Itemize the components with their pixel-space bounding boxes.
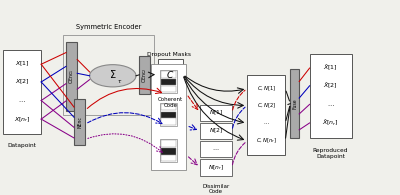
Bar	[3, 50, 41, 134]
Text: $\hat{X}[1]$: $\hat{X}[1]$	[323, 63, 338, 73]
Bar	[63, 35, 154, 115]
Bar	[161, 155, 176, 161]
Bar	[151, 64, 186, 170]
Bar	[160, 103, 177, 126]
Text: CEnc$_2$: CEnc$_2$	[140, 67, 149, 82]
Text: $N[n_r]$: $N[n_r]$	[208, 163, 224, 172]
Bar	[200, 123, 232, 139]
Text: $\cdots$: $\cdots$	[212, 147, 220, 152]
Text: CEnc$_1$: CEnc$_1$	[67, 69, 76, 84]
Text: Reproduced
Datapoint: Reproduced Datapoint	[313, 148, 348, 159]
Bar	[161, 118, 176, 125]
Bar	[160, 70, 177, 93]
Bar	[200, 105, 232, 121]
Text: Dissimilar
Code: Dissimilar Code	[202, 183, 230, 194]
Bar	[310, 54, 352, 138]
Circle shape	[90, 65, 136, 87]
Text: Dropout Masks: Dropout Masks	[147, 52, 191, 57]
Text: $\cdots$: $\cdots$	[263, 121, 270, 126]
Text: $C, N[1]$: $C, N[1]$	[256, 84, 276, 93]
Bar	[161, 112, 176, 118]
Text: Coherent
Code: Coherent Code	[158, 97, 183, 108]
Bar	[74, 99, 85, 145]
Bar	[66, 42, 77, 111]
Bar	[161, 104, 176, 110]
Bar	[161, 86, 176, 92]
Text: $\cdots$: $\cdots$	[327, 102, 334, 107]
Text: $\hat{X}[n_r]$: $\hat{X}[n_r]$	[322, 118, 339, 128]
Bar	[161, 71, 176, 78]
Text: Symmetric Encoder: Symmetric Encoder	[76, 24, 142, 30]
Bar	[139, 56, 150, 94]
Text: Fuse: Fuse	[292, 98, 297, 109]
Text: $X[n_r]$: $X[n_r]$	[14, 115, 31, 123]
Text: $\Sigma$: $\Sigma$	[109, 68, 116, 80]
Bar	[160, 139, 177, 162]
Bar	[161, 140, 176, 147]
Text: $\tau$: $\tau$	[117, 78, 123, 85]
Bar	[161, 148, 176, 154]
Text: Datapoint: Datapoint	[8, 143, 37, 148]
Text: $N[1]$: $N[1]$	[209, 109, 223, 117]
Text: $\hat{X}[2]$: $\hat{X}[2]$	[323, 81, 338, 91]
Bar	[247, 75, 285, 155]
Bar	[158, 59, 183, 89]
Text: $C, N[2]$: $C, N[2]$	[256, 101, 276, 110]
Text: NEnc: NEnc	[77, 116, 82, 128]
Text: $\cdots$: $\cdots$	[18, 98, 26, 103]
Text: $N[2]$: $N[2]$	[209, 127, 223, 135]
Text: $C$: $C$	[166, 69, 174, 80]
Bar	[200, 141, 232, 157]
Bar	[200, 159, 232, 176]
Text: $X[1]$: $X[1]$	[15, 60, 30, 68]
Text: $C, N[n_r]$: $C, N[n_r]$	[256, 136, 277, 145]
Text: $X[2]$: $X[2]$	[15, 78, 30, 86]
Bar	[161, 79, 176, 85]
Bar	[290, 69, 299, 138]
